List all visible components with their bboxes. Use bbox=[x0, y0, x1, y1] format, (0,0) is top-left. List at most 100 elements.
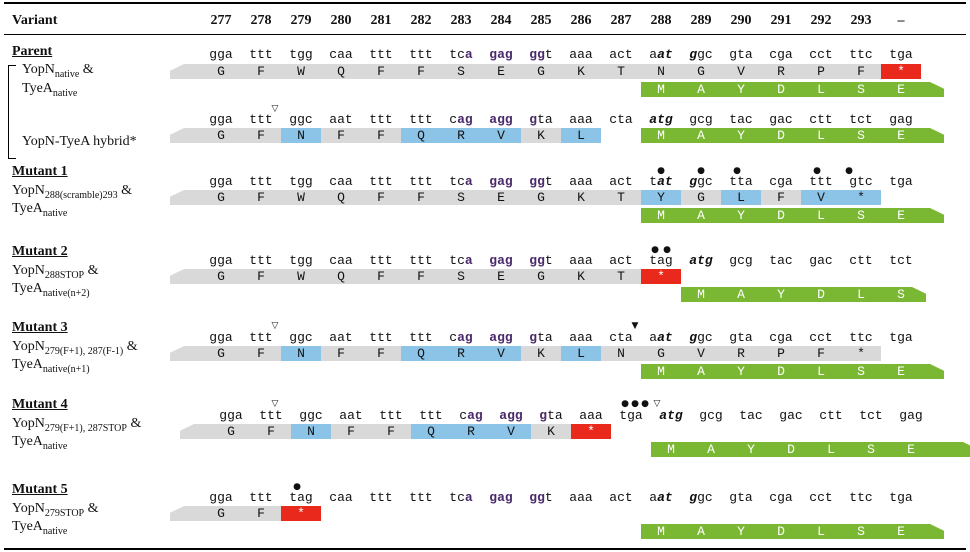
aa-0-0: G bbox=[184, 64, 241, 79]
codon-5-10: tga bbox=[619, 408, 643, 423]
aa-5-2: N bbox=[291, 424, 331, 439]
aa-2-11: Y bbox=[641, 190, 681, 205]
aa-4-5: Q bbox=[401, 346, 441, 361]
tye-aa-2-0: M bbox=[657, 208, 665, 223]
tye-aa-2-5: S bbox=[857, 208, 865, 223]
position-header-7: 284 bbox=[490, 13, 512, 28]
tye-bar-1 bbox=[641, 128, 930, 143]
tye-aa-5-5: S bbox=[867, 442, 875, 457]
codon-2-12: ggc bbox=[689, 174, 713, 189]
aa-4-7: V bbox=[481, 346, 521, 361]
variant-name-mutant-5: Mutant 5 bbox=[12, 482, 68, 497]
aa-3-3: Q bbox=[321, 269, 361, 284]
codon-3-3: caa bbox=[329, 253, 353, 268]
tye-aa-3-3: D bbox=[817, 287, 825, 302]
codon-3-8: ggt bbox=[529, 253, 553, 268]
aa-2-5: F bbox=[401, 190, 441, 205]
codon-6-10: act bbox=[609, 490, 633, 505]
tye-aa-2-4: L bbox=[817, 208, 825, 223]
codon-5-0: gga bbox=[219, 408, 243, 423]
mutant-1-desc-2: TyeAnative bbox=[12, 201, 68, 219]
aa-3-0: G bbox=[184, 269, 241, 284]
tye-bar-3 bbox=[681, 287, 912, 302]
codon-1-11: atg bbox=[649, 112, 673, 127]
aa-bar-tail-2 bbox=[170, 190, 184, 205]
codon-6-13: gta bbox=[729, 490, 753, 505]
aa-2-3: Q bbox=[321, 190, 361, 205]
codon-2-14: cga bbox=[769, 174, 793, 189]
tye-aa-3-2: Y bbox=[777, 287, 785, 302]
marker-14: ▽ bbox=[271, 399, 279, 409]
aa-bar-tail-3 bbox=[170, 269, 184, 284]
codon-1-16: tct bbox=[849, 112, 873, 127]
tye-aa-5-1: A bbox=[707, 442, 715, 457]
top-rule bbox=[4, 2, 966, 4]
codon-1-2: ggc bbox=[289, 112, 313, 127]
codon-0-7: gag bbox=[489, 47, 513, 62]
mutant-3-desc-2: TyeAnative(n+1) bbox=[12, 357, 90, 375]
codon-4-7: agg bbox=[489, 330, 513, 345]
codon-3-2: tgg bbox=[289, 253, 313, 268]
aa-2-6: S bbox=[441, 190, 481, 205]
codon-2-11: tat bbox=[649, 174, 673, 189]
tye-bar-tip-4 bbox=[930, 364, 944, 379]
codon-5-15: ctt bbox=[819, 408, 843, 423]
aa-5-1: F bbox=[251, 424, 291, 439]
aa-2-8: G bbox=[521, 190, 561, 205]
tye-bar-tip-1 bbox=[930, 128, 944, 143]
marker-10: ● bbox=[621, 399, 629, 409]
aa-0-5: F bbox=[401, 64, 441, 79]
codon-2-7: gag bbox=[489, 174, 513, 189]
codon-4-2: ggc bbox=[289, 330, 313, 345]
codon-6-2: tag bbox=[289, 490, 313, 505]
position-header-3: 280 bbox=[330, 13, 352, 28]
tye-aa-6-0: M bbox=[657, 524, 665, 539]
aa-6-0: G bbox=[184, 506, 241, 521]
codon-3-16: ctt bbox=[849, 253, 873, 268]
marker-12: ● bbox=[641, 399, 649, 409]
codon-0-16: ttc bbox=[849, 47, 873, 62]
tye-aa-6-6: E bbox=[897, 524, 905, 539]
aa-4-13: R bbox=[721, 346, 761, 361]
codon-1-12: gcg bbox=[689, 112, 713, 127]
codon-6-4: ttt bbox=[369, 490, 393, 505]
tye-aa-4-4: L bbox=[817, 364, 825, 379]
tye-aa-4-0: M bbox=[657, 364, 665, 379]
tye-aa-3-5: S bbox=[897, 287, 905, 302]
codon-6-17: tga bbox=[889, 490, 913, 505]
tye-aa-0-1: A bbox=[697, 82, 705, 97]
tye-aa-6-4: L bbox=[817, 524, 825, 539]
codon-6-6: tca bbox=[449, 490, 473, 505]
aa-0-8: G bbox=[521, 64, 561, 79]
codon-3-10: act bbox=[609, 253, 633, 268]
codon-2-10: act bbox=[609, 174, 633, 189]
tye-aa-1-4: L bbox=[817, 128, 825, 143]
codon-0-17: tga bbox=[889, 47, 913, 62]
aa-3-4: F bbox=[361, 269, 401, 284]
aa-3-7: E bbox=[481, 269, 521, 284]
aa-2-13: L bbox=[721, 190, 761, 205]
aa-5-8: K bbox=[531, 424, 571, 439]
aa-1-7: V bbox=[481, 128, 521, 143]
variant-name-mutant-4: Mutant 4 bbox=[12, 397, 68, 412]
aa-1-3: F bbox=[321, 128, 361, 143]
tye-aa-2-3: D bbox=[777, 208, 785, 223]
aa-0-7: E bbox=[481, 64, 521, 79]
tye-aa-0-6: E bbox=[897, 82, 905, 97]
mutant-4-desc-2: TyeAnative bbox=[12, 434, 68, 452]
aa-5-7: V bbox=[491, 424, 531, 439]
codon-4-4: ttt bbox=[369, 330, 393, 345]
codon-0-6: tca bbox=[449, 47, 473, 62]
variant-name-parent: Parent bbox=[12, 44, 53, 59]
aa-0-4: F bbox=[361, 64, 401, 79]
tye-bar-tip-0 bbox=[930, 82, 944, 97]
aa-3-11: * bbox=[641, 269, 681, 284]
bottom-rule bbox=[4, 548, 966, 550]
codon-6-1: ttt bbox=[249, 490, 273, 505]
codon-6-12: ggc bbox=[689, 490, 713, 505]
marker-4: ● bbox=[813, 166, 821, 176]
tye-aa-4-2: Y bbox=[737, 364, 745, 379]
marker-3: ● bbox=[733, 166, 741, 176]
codon-3-1: ttt bbox=[249, 253, 273, 268]
codon-0-12: ggc bbox=[689, 47, 713, 62]
